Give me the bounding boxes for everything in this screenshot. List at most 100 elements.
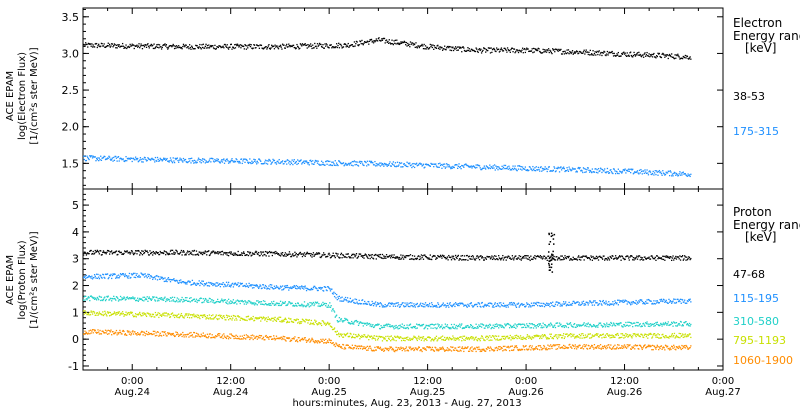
data-point: [392, 303, 394, 305]
data-point: [662, 170, 664, 172]
data-point: [519, 324, 522, 326]
data-point: [197, 47, 200, 49]
data-point: [517, 165, 519, 167]
data-point: [160, 48, 163, 50]
data-point: [531, 305, 533, 307]
data-point: [168, 252, 170, 255]
data-point: [322, 161, 324, 164]
data-point: [407, 42, 409, 45]
data-point: [373, 40, 375, 42]
data-point: [218, 283, 220, 286]
data-point: [126, 276, 129, 278]
data-point: [493, 167, 495, 169]
data-point: [403, 305, 405, 307]
data-point: [410, 43, 412, 46]
data-point: [514, 255, 516, 258]
data-point: [290, 303, 292, 305]
data-point: [286, 253, 288, 255]
data-point: [225, 285, 227, 288]
data-point: [479, 325, 481, 327]
data-point: [527, 170, 529, 172]
data-point: [367, 323, 369, 325]
data-point: [400, 162, 403, 164]
data-point: [152, 44, 154, 46]
data-point: [275, 45, 278, 47]
data-point: [290, 286, 292, 288]
data-point: [341, 296, 343, 298]
data-point: [616, 53, 618, 55]
data-point: [214, 48, 217, 50]
data-point: [677, 175, 679, 177]
data-point: [299, 251, 302, 254]
data-point: [249, 300, 251, 303]
data-point: [84, 155, 86, 158]
data-point: [236, 284, 238, 286]
data-point: [145, 275, 147, 277]
data-point: [563, 303, 565, 305]
data-point: [449, 326, 451, 329]
data-point: [152, 158, 154, 160]
data-point: [534, 170, 537, 172]
data-point: [189, 157, 191, 160]
data-point: [553, 305, 555, 308]
data-point: [198, 46, 200, 48]
data-point: [595, 302, 597, 304]
data-point: [108, 311, 110, 313]
data-point: [649, 258, 652, 260]
data-point: [382, 257, 384, 260]
data-point: [683, 301, 685, 303]
data-point: [168, 314, 170, 316]
data-point: [336, 255, 338, 257]
data-point: [610, 169, 612, 171]
data-point: [686, 256, 688, 258]
data-point: [177, 316, 179, 319]
data-point: [299, 286, 301, 288]
data-point: [310, 302, 312, 304]
data-point: [567, 304, 569, 306]
data-point: [619, 322, 621, 325]
data-point: [399, 42, 401, 45]
data-point: [219, 252, 221, 254]
data-point: [177, 253, 179, 255]
data-point: [100, 313, 102, 315]
data-point: [517, 50, 519, 52]
data-point: [286, 46, 289, 48]
data-point: [212, 283, 215, 285]
data-point: [461, 323, 463, 325]
data-point: [545, 167, 548, 170]
data-point: [634, 302, 637, 304]
data-point: [439, 162, 441, 164]
data-point: [145, 46, 148, 48]
data-point: [93, 46, 96, 48]
data-point: [212, 160, 215, 162]
data-point: [635, 324, 637, 327]
data-point: [266, 318, 269, 321]
data-point: [458, 163, 460, 165]
electron-ytick-label: 2.0: [62, 121, 80, 134]
data-point: [121, 42, 124, 45]
data-point: [382, 305, 384, 307]
data-point: [623, 169, 626, 172]
data-point: [586, 167, 589, 169]
data-point: [459, 302, 461, 304]
data-point: [234, 254, 236, 256]
data-point: [144, 157, 146, 159]
data-point: [252, 161, 254, 163]
data-point: [210, 301, 212, 303]
data-point: [537, 49, 539, 52]
data-point: [592, 50, 594, 52]
data-point: [145, 250, 147, 253]
data-point: [161, 46, 163, 49]
data-point: [580, 256, 583, 258]
data-point: [87, 276, 89, 278]
data-point: [688, 322, 691, 325]
data-point: [147, 43, 149, 45]
data-point: [494, 302, 496, 304]
data-point: [137, 314, 139, 316]
data-point: [273, 288, 275, 290]
data-point: [201, 44, 203, 46]
data-point: [133, 315, 135, 318]
data-point: [360, 255, 362, 257]
data-point: [675, 301, 678, 304]
data-point: [115, 47, 117, 49]
